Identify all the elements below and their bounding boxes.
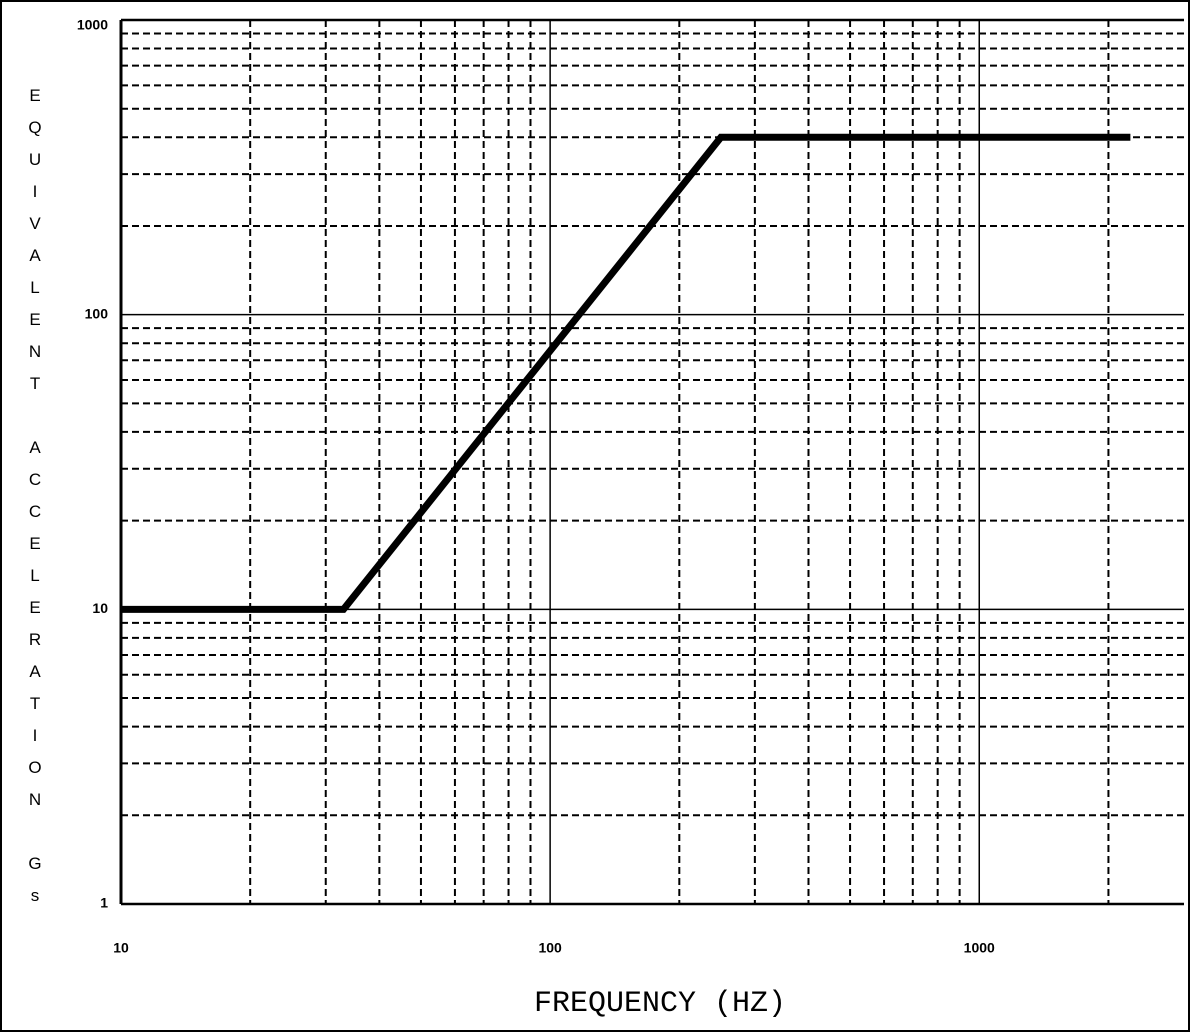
- y-tick-label: 1: [100, 895, 108, 911]
- x-axis-label: FREQUENCY (HZ): [534, 987, 786, 1021]
- y-axis-label: EQUIVALENT ACCELERATION Gs: [26, 86, 45, 918]
- y-tick-label: 100: [85, 305, 109, 321]
- x-tick-label: 10: [113, 940, 129, 956]
- y-tick-label: 1000: [77, 17, 108, 33]
- x-tick-label: 1000: [964, 940, 995, 956]
- data-line: [121, 133, 1131, 613]
- x-tick-label: 100: [538, 940, 562, 956]
- y-tick-label: 10: [92, 600, 108, 616]
